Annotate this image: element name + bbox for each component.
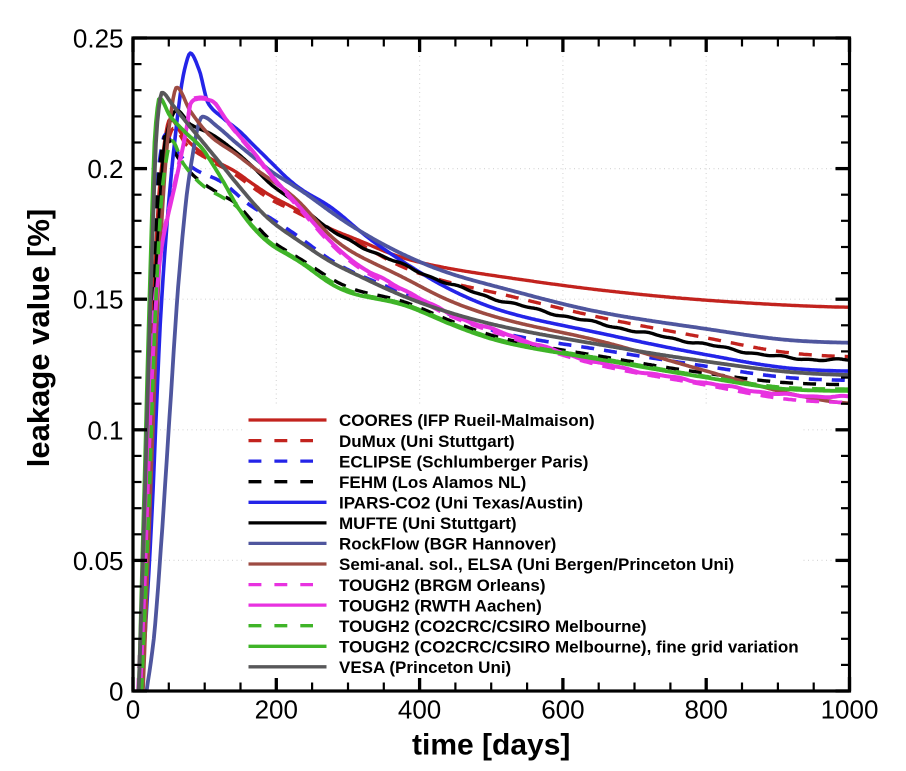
svg-text:Semi-anal. sol., ELSA (Uni Ber: Semi-anal. sol., ELSA (Uni Bergen/Prince…: [339, 555, 734, 574]
svg-text:0: 0: [126, 695, 140, 725]
svg-text:0.15: 0.15: [73, 285, 124, 315]
svg-text:FEHM (Los Alamos NL): FEHM (Los Alamos NL): [339, 473, 526, 492]
svg-text:800: 800: [685, 695, 728, 725]
svg-text:TOUGH2 (CO2CRC/CSIRO Melbourne: TOUGH2 (CO2CRC/CSIRO Melbourne), fine gr…: [339, 638, 799, 657]
svg-text:1000: 1000: [821, 695, 879, 725]
svg-text:VESA (Princeton Uni): VESA (Princeton Uni): [339, 658, 511, 677]
svg-text:ECLIPSE (Schlumberger Paris): ECLIPSE (Schlumberger Paris): [339, 452, 588, 471]
svg-text:200: 200: [255, 695, 298, 725]
svg-text:0.05: 0.05: [73, 546, 124, 576]
svg-text:600: 600: [541, 695, 584, 725]
svg-text:400: 400: [398, 695, 441, 725]
svg-text:TOUGH2 (RWTH Aachen): TOUGH2 (RWTH Aachen): [339, 596, 542, 615]
svg-text:IPARS-CO2 (Uni Texas/Austin): IPARS-CO2 (Uni Texas/Austin): [339, 494, 583, 513]
svg-text:leakage value [%]: leakage value [%]: [21, 209, 56, 467]
svg-text:TOUGH2 (CO2CRC/CSIRO Melbourne: TOUGH2 (CO2CRC/CSIRO Melbourne): [339, 617, 647, 636]
svg-text:0.2: 0.2: [87, 154, 123, 184]
svg-text:COORES (IFP Rueil-Malmaison): COORES (IFP Rueil-Malmaison): [339, 411, 595, 430]
svg-text:0: 0: [109, 677, 123, 707]
svg-text:MUFTE (Uni Stuttgart): MUFTE (Uni Stuttgart): [339, 514, 517, 533]
svg-text:0.1: 0.1: [87, 415, 123, 445]
svg-text:DuMux (Uni Stuttgart): DuMux (Uni Stuttgart): [339, 432, 515, 451]
svg-text:0.25: 0.25: [73, 24, 124, 54]
svg-text:TOUGH2 (BRGM Orleans): TOUGH2 (BRGM Orleans): [339, 576, 546, 595]
svg-text:time [days]: time [days]: [412, 729, 570, 762]
svg-text:RockFlow (BGR Hannover): RockFlow (BGR Hannover): [339, 535, 556, 554]
